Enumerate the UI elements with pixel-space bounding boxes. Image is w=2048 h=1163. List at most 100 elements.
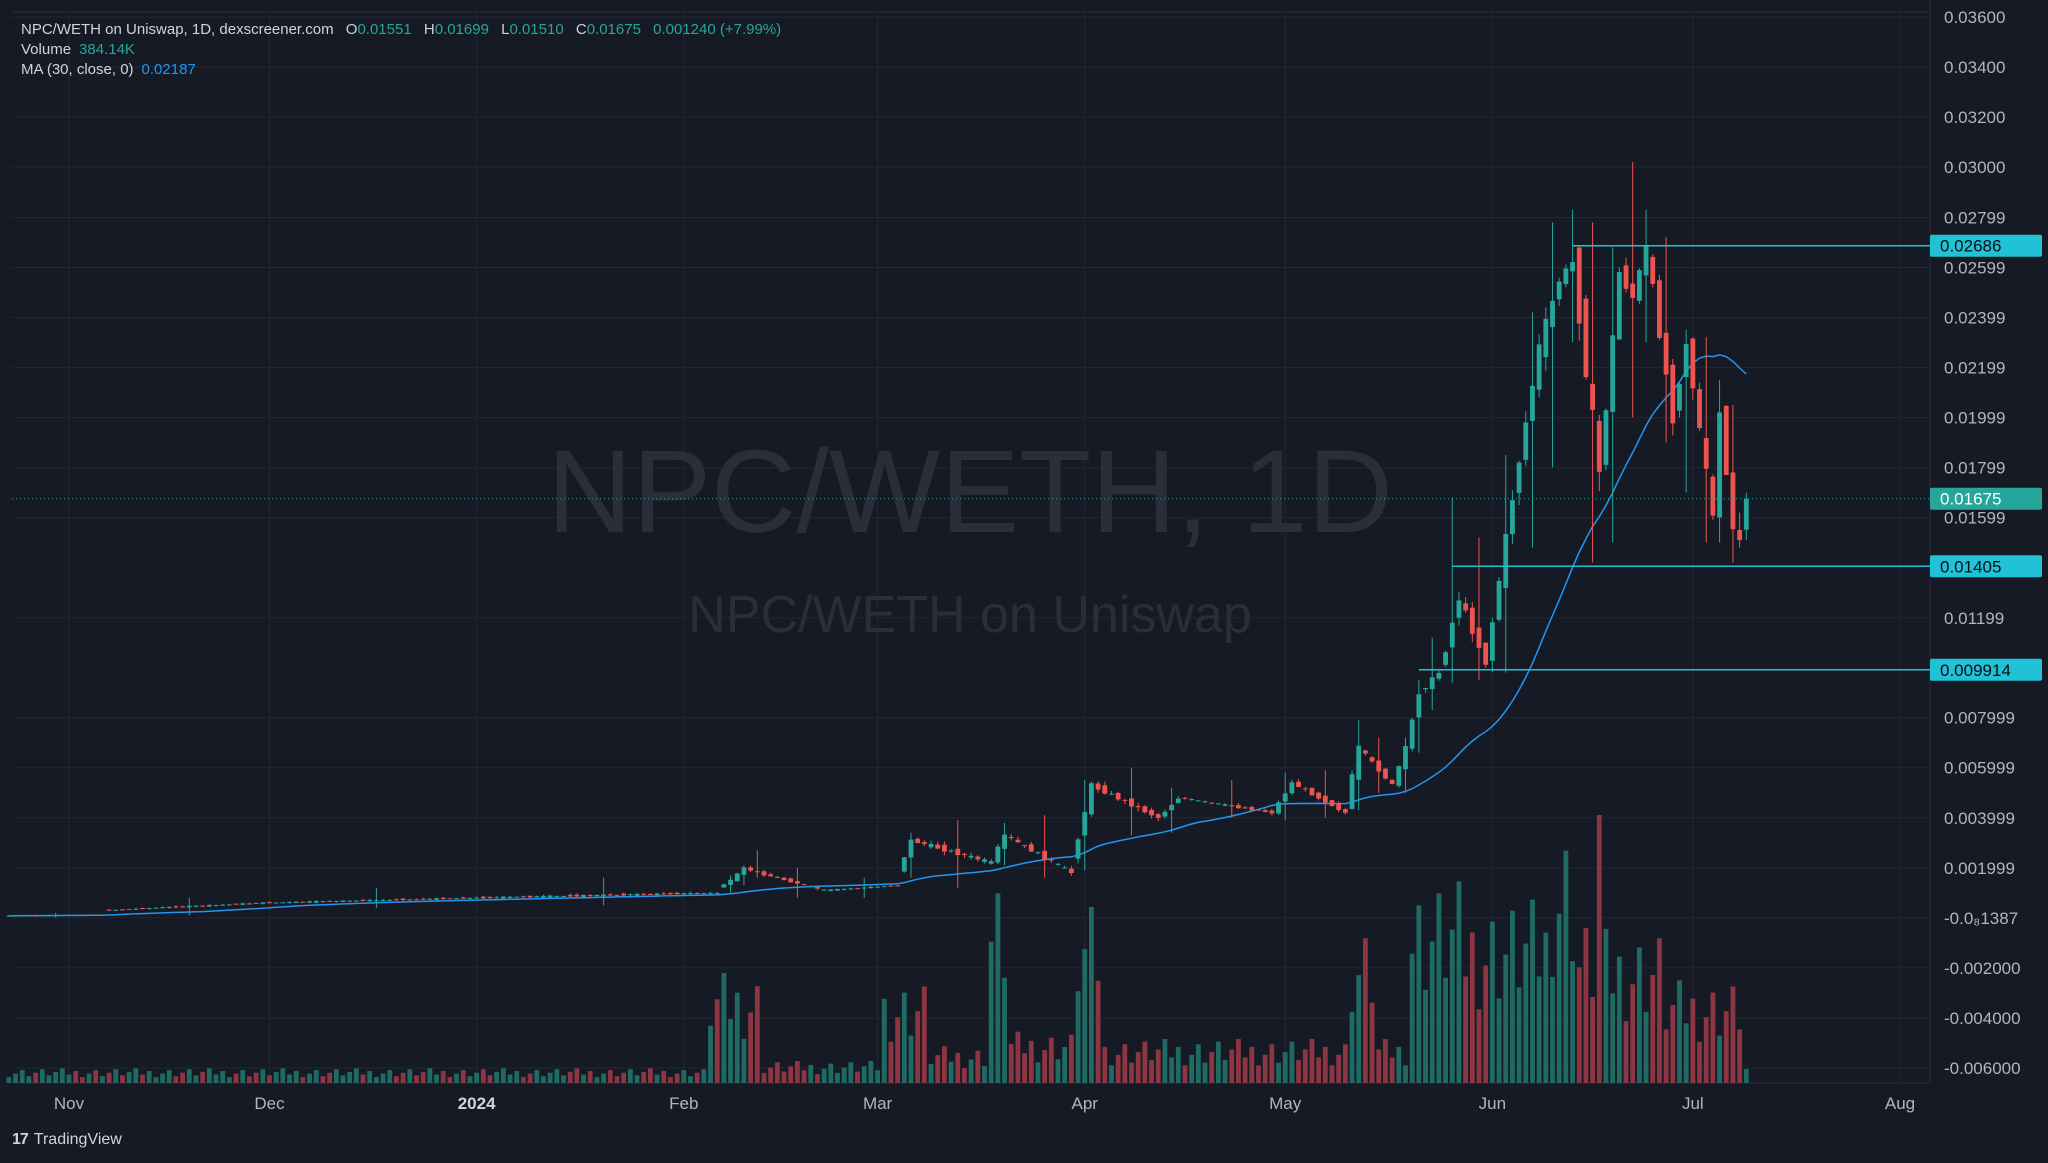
- candle-body: [801, 884, 807, 886]
- price-tick-label: 0.005999: [1944, 759, 2015, 778]
- volume-bar: [447, 1077, 453, 1083]
- volume-bar: [6, 1077, 12, 1083]
- volume-bar: [1596, 815, 1602, 1083]
- volume-bar: [1643, 1011, 1649, 1083]
- volume-bar: [1209, 1052, 1215, 1083]
- volume-bar: [180, 1072, 186, 1083]
- time-axis[interactable]: Nov Dec 2024 Feb Mar Apr May Jun Jul Aug: [54, 1094, 1915, 1113]
- price-tick-label: 0.02599: [1944, 258, 2005, 277]
- price-label-text: 0.009914: [1940, 661, 2011, 680]
- candle-body: [688, 893, 693, 895]
- legend-high-label: H: [423, 21, 435, 38]
- volume-bar: [1476, 1009, 1482, 1083]
- candle-body: [507, 896, 513, 898]
- candle-body: [607, 894, 613, 896]
- tradingview-logo[interactable]: 17 TradingView: [12, 1131, 122, 1149]
- volume-bar: [601, 1073, 607, 1083]
- volume-bar: [1022, 1053, 1028, 1083]
- volume-bar: [193, 1075, 199, 1083]
- candle-body: [1169, 804, 1175, 811]
- candle-body: [460, 897, 466, 899]
- candle-body: [380, 899, 386, 901]
- candle-body: [293, 901, 299, 903]
- volume-bar: [1697, 1041, 1702, 1083]
- candle-body: [694, 893, 700, 895]
- candle-body: [1610, 335, 1616, 412]
- candle-body: [868, 886, 874, 889]
- volume-bar: [975, 1050, 981, 1083]
- candle-body: [1042, 850, 1048, 860]
- candle-body: [895, 885, 901, 887]
- legend-change: 0.001240 (+7.99%): [653, 21, 782, 38]
- volume-bar: [367, 1070, 373, 1083]
- candle-body: [928, 843, 934, 848]
- volume-bar: [1129, 1062, 1134, 1083]
- volume-bar: [480, 1069, 486, 1083]
- volume-bar: [1296, 1060, 1301, 1083]
- volume-bar: [1008, 1043, 1014, 1083]
- legend-ma-label[interactable]: MA (30, close, 0): [21, 61, 134, 78]
- candle-body: [367, 899, 373, 902]
- chart-legend: NPC/WETH on Uniswap, 1D, dexscreener.com…: [21, 20, 781, 80]
- candle-body: [1289, 782, 1295, 794]
- candle-body: [654, 893, 660, 896]
- volume-bar: [1189, 1054, 1195, 1083]
- time-tick-label: Mar: [863, 1094, 893, 1113]
- legend-row-volume: Volume 384.14K: [21, 40, 781, 60]
- volume-bar: [440, 1070, 446, 1083]
- candle-body: [226, 904, 232, 906]
- candle-body: [521, 896, 526, 898]
- volume-bar: [1242, 1057, 1248, 1083]
- candle-body: [1369, 757, 1375, 762]
- volume-bar: [821, 1068, 827, 1083]
- legend-volume-label[interactable]: Volume: [21, 41, 72, 58]
- volume-bar: [427, 1068, 433, 1083]
- candle-body: [995, 846, 1001, 863]
- volume-bar: [634, 1075, 640, 1083]
- volume-bar: [1383, 1038, 1388, 1083]
- price-tick-label: 0.007999: [1944, 709, 2015, 728]
- candle-body: [1182, 797, 1188, 799]
- price-tick-label: -0.002000: [1944, 959, 2021, 978]
- legend-title[interactable]: NPC/WETH on Uniswap, 1D, dexscreener.com: [21, 21, 334, 38]
- candle-body: [1316, 792, 1322, 799]
- volume-bar: [146, 1070, 152, 1083]
- price-axis[interactable]: 0.03600 0.03400 0.03200 0.03000 0.02799 0.025…: [1944, 8, 2021, 1078]
- candle-body: [594, 894, 600, 897]
- volume-bar: [1496, 998, 1502, 1083]
- candle-body: [46, 915, 52, 917]
- candle-body: [828, 889, 834, 892]
- volume-bar: [614, 1076, 620, 1083]
- volume-bar: [721, 972, 727, 1083]
- candle-body: [280, 902, 286, 904]
- candle-body: [447, 898, 453, 900]
- candle-body: [968, 855, 974, 858]
- volume-bar: [1309, 1038, 1315, 1083]
- candle-body: [1663, 332, 1669, 375]
- legend-ma: 0.02187: [141, 61, 196, 78]
- candle-body: [714, 892, 720, 894]
- candle-body: [1576, 247, 1582, 324]
- candle-body: [1322, 795, 1328, 803]
- volume-bar: [1048, 1037, 1054, 1083]
- volume-bar: [1743, 1069, 1749, 1083]
- volume-bar: [160, 1073, 165, 1083]
- candle-body: [340, 900, 346, 902]
- time-tick-label: May: [1269, 1094, 1302, 1113]
- volume-bar: [307, 1073, 312, 1083]
- price-tick-label: 0.01599: [1944, 509, 2005, 528]
- price-label-box: [1930, 555, 2042, 578]
- legend-row-ma: MA (30, close, 0) 0.02187: [21, 60, 781, 80]
- volume-bar: [641, 1071, 647, 1083]
- price-label-text: 0.01405: [1940, 557, 2001, 576]
- candle-body: [434, 898, 439, 900]
- candle-body: [1356, 745, 1362, 780]
- candle-body: [1737, 529, 1743, 540]
- tradingview-logo-icon: 17: [12, 1131, 29, 1148]
- candle-body: [1062, 867, 1068, 869]
- volume-bar: [541, 1076, 546, 1083]
- volume-bar: [240, 1070, 246, 1083]
- price-tick-label: 0.02199: [1944, 359, 2005, 378]
- candle-body: [93, 914, 99, 916]
